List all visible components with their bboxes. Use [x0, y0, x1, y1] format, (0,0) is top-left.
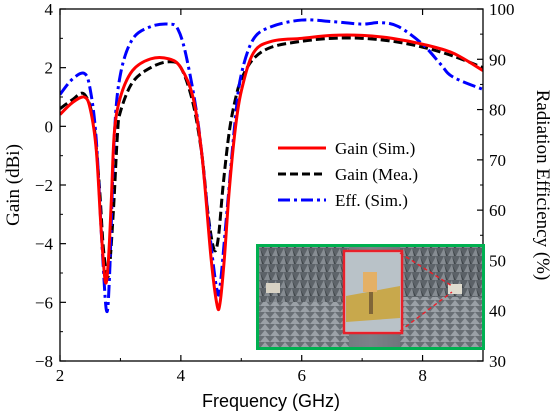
y-right-tick-label: 60	[489, 201, 506, 220]
probe-antenna	[266, 283, 280, 293]
y-right-axis-title: Radiation Efficiency (%)	[532, 90, 550, 281]
aut-mount	[448, 284, 462, 294]
x-axis-title: Frequency (GHz)	[202, 391, 340, 411]
x-tick-label: 4	[177, 366, 186, 385]
inset-photo	[256, 244, 485, 350]
y-left-tick-label: 2	[45, 59, 54, 78]
series-line-gain-sim	[60, 33, 483, 312]
y-right-axis-ticks: 100 90 80 70 60 50 40 30	[477, 0, 515, 371]
chamber-wall-left	[259, 247, 349, 302]
y-right-tick-label: 40	[489, 302, 506, 321]
y-left-axis-ticks: 4 2 0 −2 −4 −6 −8	[35, 0, 66, 371]
x-tick-label: 6	[297, 366, 306, 385]
legend: Gain (Sim.) Gain (Mea.) Eff. (Sim.)	[278, 139, 418, 210]
zoom-antenna	[363, 272, 377, 292]
chamber-wall-right	[400, 247, 482, 297]
y-right-tick-label: 70	[489, 151, 506, 170]
zoom-stand	[369, 292, 373, 314]
y-left-tick-label: 4	[45, 0, 54, 19]
y-right-tick-label: 100	[489, 0, 515, 19]
x-axis-ticks: 2 4 6 8	[56, 9, 427, 385]
y-left-tick-label: −2	[35, 176, 53, 195]
legend-label-gain-sim: Gain (Sim.)	[335, 139, 415, 158]
y-right-tick-label: 90	[489, 50, 506, 69]
chamber-floor-left	[259, 302, 349, 347]
zoom-lead-bottom	[399, 291, 453, 332]
y-right-tick-label: 30	[489, 352, 506, 371]
y-left-tick-label: −6	[35, 293, 53, 312]
y-left-tick-label: −4	[35, 235, 54, 254]
legend-label-gain-mea: Gain (Mea.)	[335, 165, 418, 184]
y-left-axis-title: Gain (dBi)	[3, 144, 24, 226]
legend-label-eff-sim: Eff. (Sim.)	[335, 191, 408, 210]
x-tick-label: 8	[418, 366, 427, 385]
x-tick-label: 2	[56, 366, 65, 385]
series-layer	[60, 18, 483, 314]
y-left-tick-label: −8	[35, 352, 53, 371]
y-left-tick-label: 0	[45, 117, 54, 136]
y-right-tick-label: 80	[489, 101, 506, 120]
chamber-floor-right	[400, 297, 482, 347]
series-line-gain-mea	[60, 36, 483, 279]
zoom-lead-top	[399, 252, 453, 287]
y-right-tick-label: 50	[489, 251, 506, 270]
